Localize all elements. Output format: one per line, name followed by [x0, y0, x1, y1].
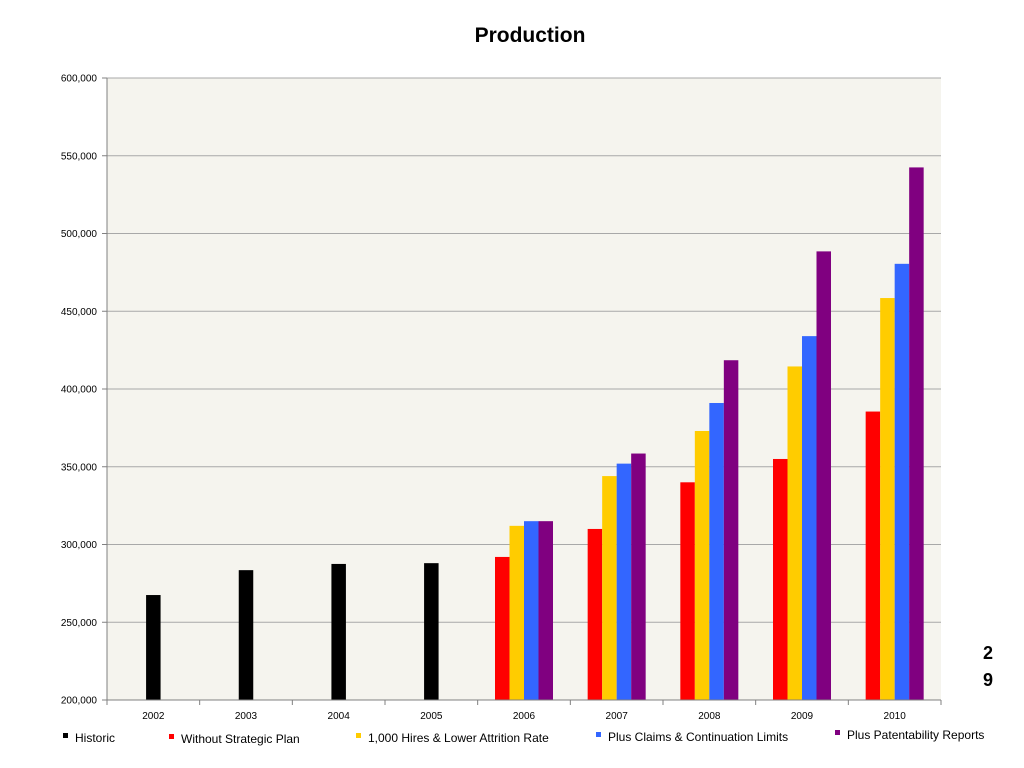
y-axis-ticks: 200,000 250,000 300,000 350,000 400,000 450,0… — [61, 74, 107, 707]
page-number-digit-1: 2 — [983, 643, 993, 663]
bar-2007-series-2 — [602, 476, 617, 700]
bars — [146, 167, 924, 701]
y-tick-label: 450,000 — [61, 307, 98, 318]
bar-2009-series-1 — [773, 458, 788, 700]
legend-swatch — [63, 733, 68, 738]
chart-title: Production — [475, 24, 586, 47]
legend: Historic Without Strategic Plan 1,000 Hire… — [63, 728, 984, 746]
x-tick-label: 2004 — [328, 711, 351, 722]
legend-label: Historic — [75, 731, 115, 745]
x-tick-label: 2007 — [606, 711, 629, 722]
bar-2009-series-2 — [787, 366, 802, 700]
x-tick-label: 2003 — [235, 711, 258, 722]
y-tick-label: 400,000 — [61, 385, 98, 396]
bar-2007-series-1 — [587, 528, 603, 700]
legend-label: 1,000 Hires & Lower Attrition Rate — [368, 731, 549, 745]
legend-swatch — [169, 734, 174, 739]
bar-2008-series-1 — [680, 482, 695, 700]
x-tick-label: 2009 — [791, 711, 814, 722]
legend-swatch — [596, 732, 601, 737]
x-tick-label: 2010 — [884, 711, 907, 722]
bar-2006-series-1 — [495, 556, 510, 700]
bar-2008-series-2 — [694, 430, 710, 700]
x-tick-label: 2005 — [420, 711, 443, 722]
x-axis-ticks: 2002 2003 2004 2005 2006 2007 2008 2009 2010 — [106, 700, 942, 722]
bar-2006-series-3 — [524, 521, 539, 700]
y-tick-label: 500,000 — [61, 229, 98, 240]
page-number-digit-2: 9 — [983, 670, 993, 690]
bar-2006-series-2 — [509, 525, 524, 700]
bar-2003-series-0 — [238, 570, 254, 700]
bar-2010-series-1 — [865, 411, 881, 700]
bar-2010-series-2 — [880, 298, 895, 700]
bar-2008-series-4 — [723, 360, 739, 700]
legend-swatch — [356, 733, 361, 738]
y-tick-label: 350,000 — [61, 462, 98, 473]
x-tick-label: 2008 — [698, 711, 721, 722]
bar-2009-series-4 — [816, 251, 831, 700]
bar-2010-series-3 — [894, 263, 910, 700]
x-tick-label: 2002 — [142, 711, 165, 722]
bar-2006-series-4 — [538, 521, 553, 700]
y-tick-label: 250,000 — [61, 618, 98, 629]
legend-label: Plus Claims & Continuation Limits — [608, 730, 788, 744]
bar-2007-series-4 — [631, 453, 646, 700]
legend-label: Without Strategic Plan — [181, 732, 300, 746]
bar-2005-series-0 — [424, 563, 439, 700]
bar-2010-series-4 — [909, 167, 924, 701]
y-tick-label: 600,000 — [61, 74, 98, 85]
axes — [106, 78, 941, 701]
bar-2008-series-3 — [709, 402, 724, 700]
legend-label: Plus Patentability Reports — [847, 728, 984, 742]
y-tick-label: 200,000 — [61, 696, 98, 707]
bar-2004-series-0 — [331, 563, 346, 700]
legend-swatch — [835, 730, 840, 735]
bar-2007-series-3 — [616, 463, 632, 700]
y-tick-label: 550,000 — [61, 151, 98, 162]
y-tick-label: 300,000 — [61, 540, 98, 551]
x-tick-label: 2006 — [513, 711, 536, 722]
bar-2002-series-0 — [146, 595, 161, 700]
bar-2009-series-3 — [802, 336, 817, 700]
